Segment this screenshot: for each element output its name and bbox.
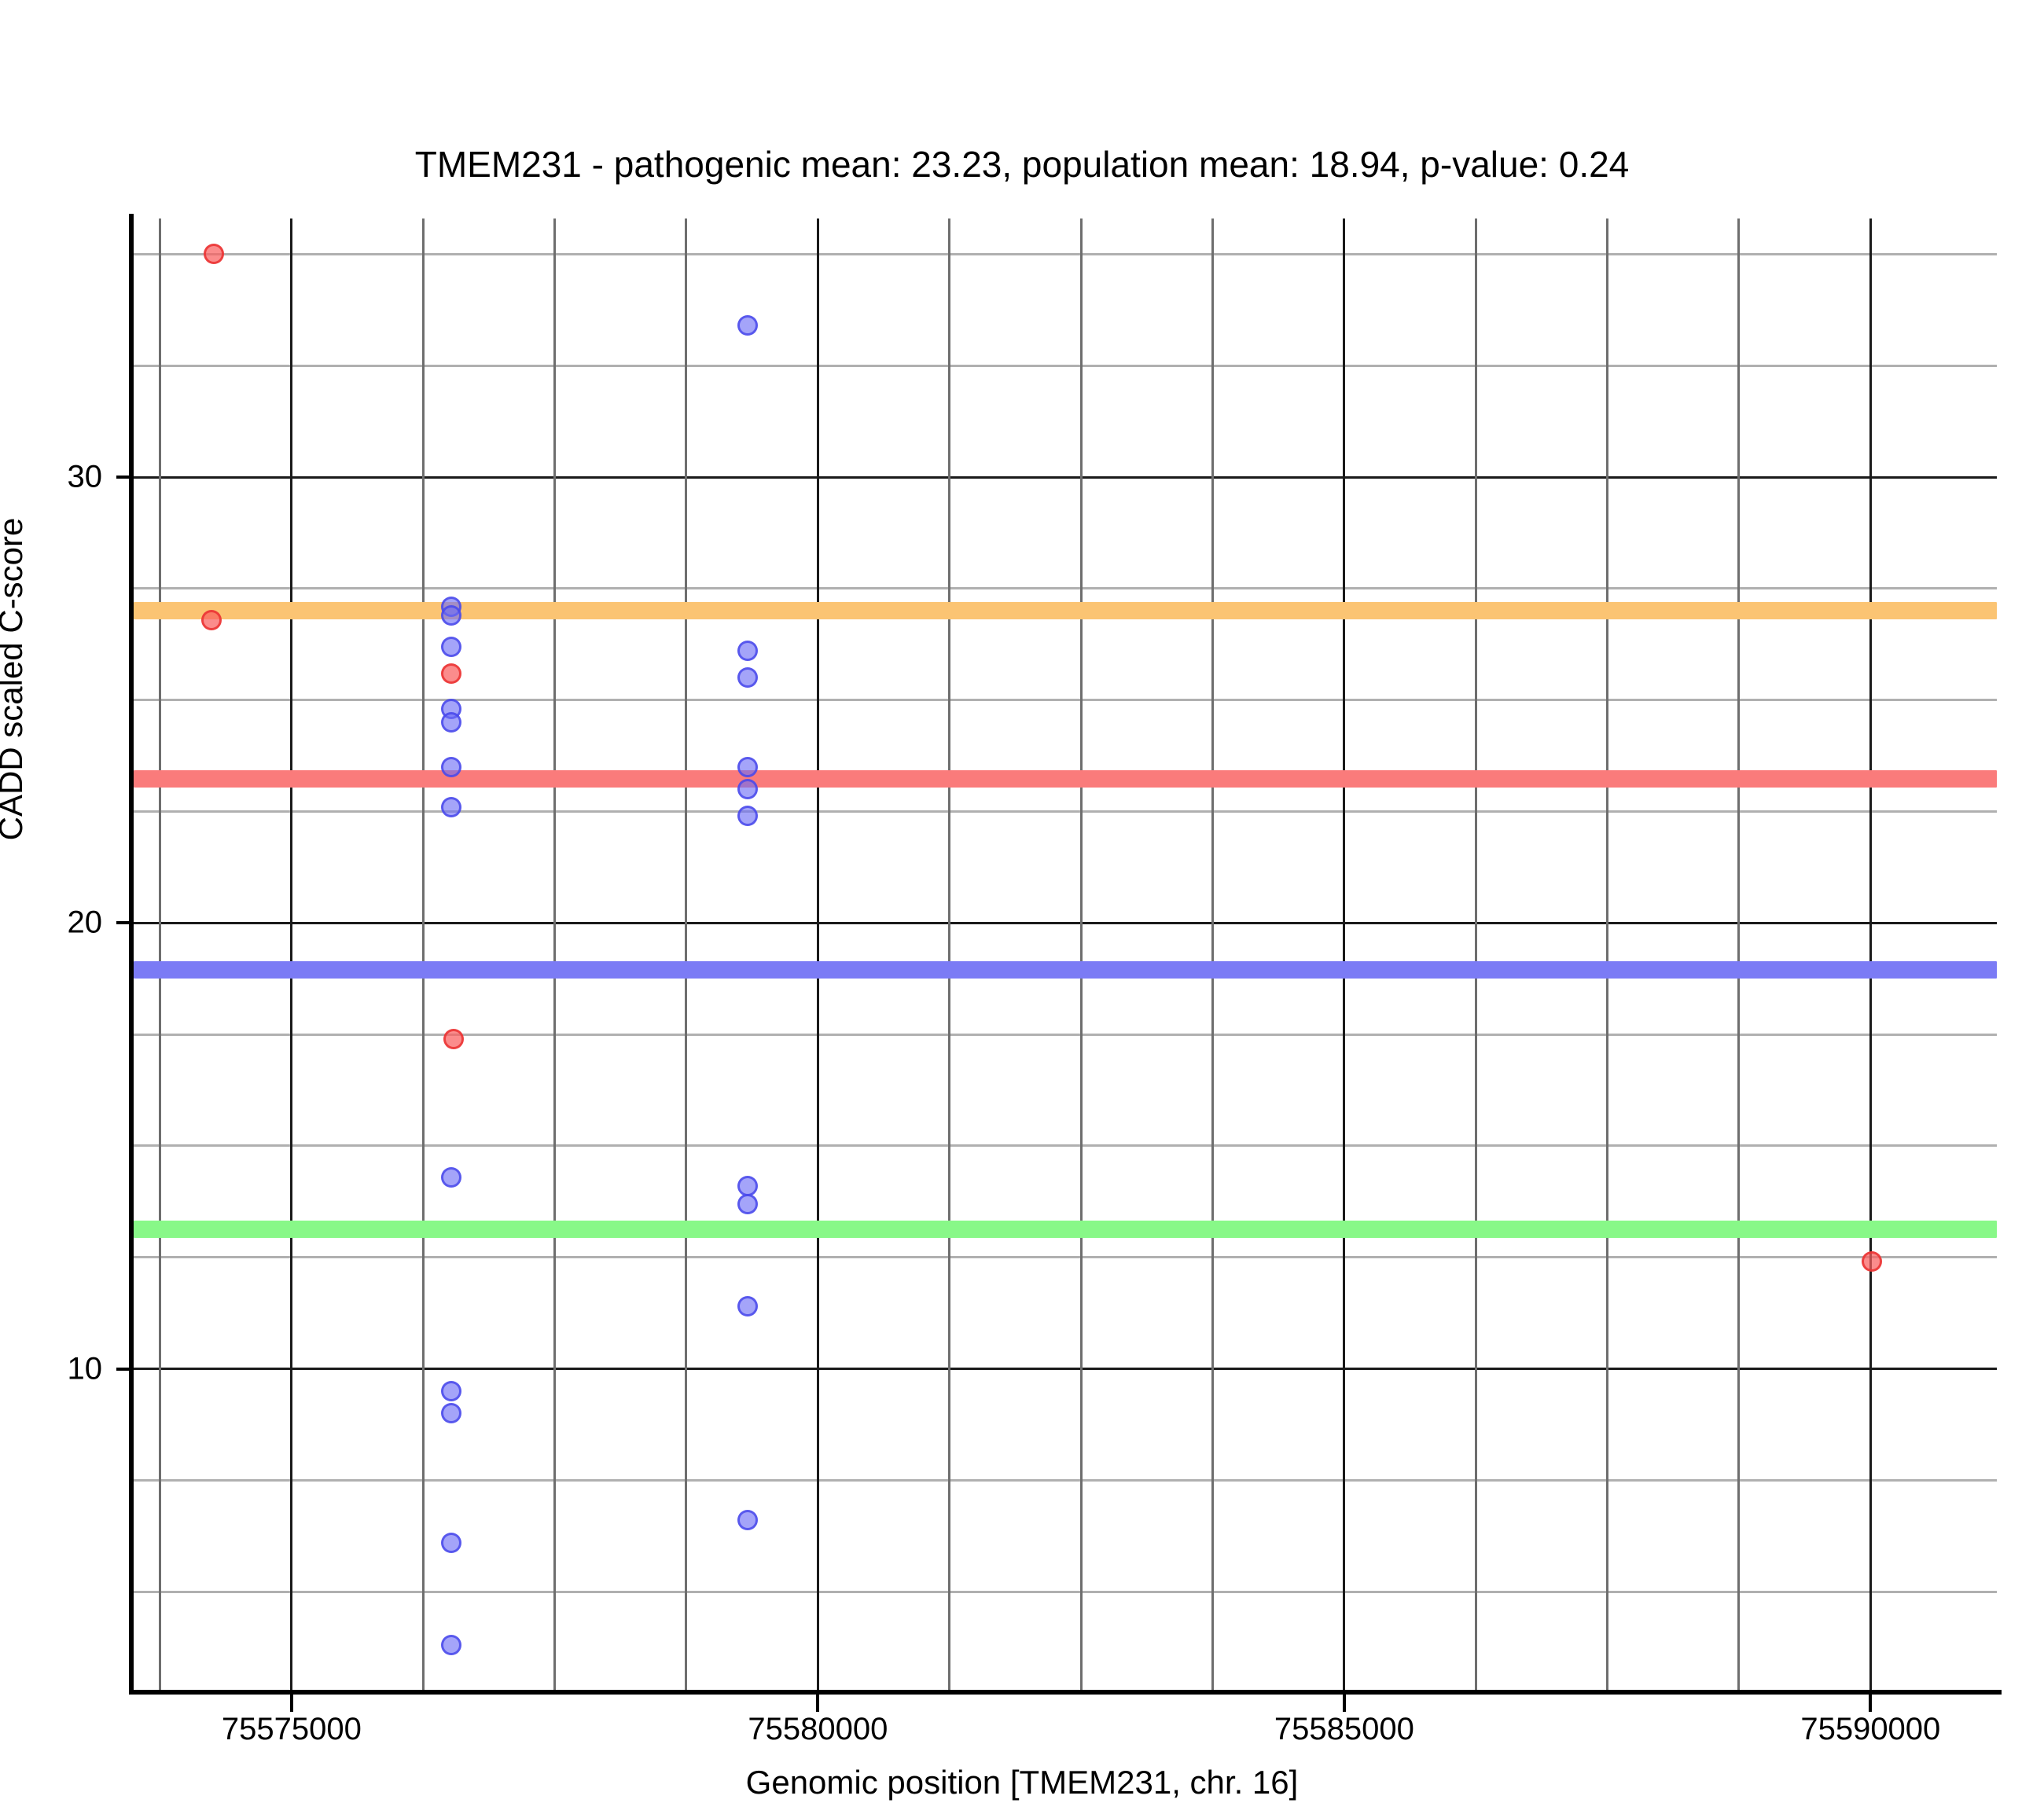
gridline-horizontal xyxy=(134,810,1997,813)
threshold-line-pathogenic-mean xyxy=(134,770,1997,788)
x-axis-tick xyxy=(816,1695,820,1712)
y-axis-label: CADD scaled C-score xyxy=(0,517,29,841)
data-point-pathogenic xyxy=(441,663,462,684)
data-point-population xyxy=(441,1380,462,1401)
gridline-horizontal xyxy=(134,1478,1997,1482)
gridline-vertical xyxy=(158,218,161,1690)
gridline-vertical xyxy=(1606,218,1609,1690)
data-point-population xyxy=(737,779,758,800)
gridline-horizontal xyxy=(134,921,1997,924)
threshold-line-specificity-threshold-95 xyxy=(134,602,1997,620)
data-point-population xyxy=(737,806,758,827)
gridline-horizontal xyxy=(134,1368,1997,1371)
x-axis-tick xyxy=(289,1695,293,1712)
y-axis-tick xyxy=(116,476,134,479)
gridline-vertical xyxy=(1869,218,1872,1690)
data-point-population xyxy=(737,315,758,336)
gridline-horizontal xyxy=(134,1144,1997,1148)
chart-title-line-1: TMEM231 - pathogenic mean: 23.23, popula… xyxy=(414,144,1630,185)
gridline-vertical xyxy=(1079,218,1083,1690)
y-axis-tick-label: 10 xyxy=(67,1351,103,1386)
x-axis-tick-label: 75590000 xyxy=(1800,1712,1941,1746)
data-point-population xyxy=(737,667,758,689)
data-point-population xyxy=(441,604,462,626)
plot-area xyxy=(129,214,2002,1695)
y-axis-tick-label: 20 xyxy=(67,905,103,940)
data-point-population xyxy=(737,1296,758,1317)
gridline-horizontal xyxy=(134,364,1997,367)
gridline-vertical xyxy=(685,218,688,1690)
x-axis-spine xyxy=(129,1690,2002,1695)
gridline-vertical xyxy=(816,218,819,1690)
data-point-pathogenic xyxy=(203,244,224,265)
gridline-horizontal xyxy=(134,476,1997,479)
data-point-population xyxy=(737,1193,758,1214)
x-axis-tick-label: 75585000 xyxy=(1274,1712,1414,1746)
data-point-population xyxy=(441,712,462,733)
x-axis-tick xyxy=(1869,1695,1873,1712)
gridline-horizontal xyxy=(134,1256,1997,1259)
y-axis-tick xyxy=(116,1367,134,1371)
data-point-population xyxy=(441,1532,462,1553)
data-point-population xyxy=(441,756,462,777)
x-axis-tick-label: 75580000 xyxy=(748,1712,888,1746)
gridline-vertical xyxy=(290,218,293,1690)
data-point-pathogenic xyxy=(443,1028,465,1049)
x-axis-tick xyxy=(1342,1695,1346,1712)
data-point-population xyxy=(441,1635,462,1656)
data-point-population xyxy=(441,1166,462,1188)
y-axis-spine xyxy=(129,214,134,1695)
y-axis-tick xyxy=(116,921,134,925)
gridline-vertical xyxy=(1737,218,1741,1690)
data-point-population xyxy=(737,756,758,777)
data-point-pathogenic xyxy=(201,609,222,630)
x-axis-label: Genomic position [TMEM231, chr. 16] xyxy=(745,1764,1299,1801)
x-axis-tick-label: 75575000 xyxy=(221,1712,362,1746)
threshold-line-sensitivity-threshold-95 xyxy=(134,1221,1997,1238)
gridline-vertical xyxy=(1211,218,1214,1690)
y-axis-tick-label: 30 xyxy=(67,459,103,494)
gridline-horizontal xyxy=(134,252,1997,255)
gridline-horizontal xyxy=(134,1033,1997,1036)
data-point-population xyxy=(441,1403,462,1424)
gridline-vertical xyxy=(1343,218,1346,1690)
gridline-vertical xyxy=(1474,218,1477,1690)
data-point-population xyxy=(441,636,462,657)
gridline-horizontal xyxy=(134,587,1997,590)
gridline-horizontal xyxy=(134,699,1997,702)
gridline-vertical xyxy=(421,218,425,1690)
threshold-line-population-mean xyxy=(134,961,1997,979)
data-point-population xyxy=(441,796,462,817)
gridline-horizontal xyxy=(134,1590,1997,1593)
data-point-pathogenic xyxy=(1861,1251,1882,1272)
data-point-population xyxy=(737,1510,758,1531)
gridline-vertical xyxy=(948,218,951,1690)
data-point-population xyxy=(737,641,758,662)
gridline-vertical xyxy=(553,218,557,1690)
